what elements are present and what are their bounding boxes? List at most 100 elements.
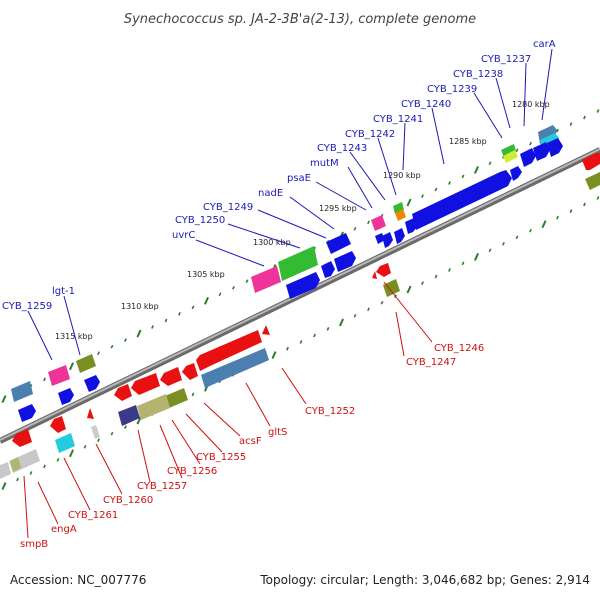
gene-CYB_1261 [50,416,66,433]
gene-label[interactable]: mutM [310,158,339,169]
gene-label[interactable]: CYB_1260 [103,495,153,506]
gene-label[interactable]: carA [533,39,556,50]
tick-dot [380,300,384,305]
gene-mutM [394,228,405,244]
kbp-tick: 1280 kbp [512,100,550,109]
gene-CYB_1256-olive [165,388,188,408]
forward-genes [11,125,563,422]
tick-dot [191,305,195,310]
tick-dot [556,215,559,220]
gene-CYB_1257-red [131,373,160,395]
gene-label[interactable]: CYB_1237 [481,54,531,65]
tick-dot [529,228,532,233]
tick-dot [569,209,573,213]
gene-label[interactable]: smpB [20,539,48,550]
gene-mutM-b [382,232,393,248]
tick-dot [97,438,100,443]
gene-label[interactable]: CYB_1247 [406,357,456,368]
gene-lgt-1 [84,375,100,392]
gene-label[interactable]: CYB_1240 [401,99,451,110]
gene-CYB_1259 [58,388,74,405]
gene-CYB_1260-tip [87,408,94,419]
tick-dot [110,344,114,349]
gene-CYB_1239-green [501,144,516,157]
tick-dot [488,248,492,253]
gene-CYB_1237b [547,138,563,157]
gene-CYB_1247 [383,279,400,297]
gene-label[interactable]: nadE [258,188,283,199]
gene-label[interactable]: CYB_1241 [373,114,423,125]
tick-dot [541,220,547,229]
tick-dot [1,395,7,404]
gene-CYB_1252-tip [262,325,270,335]
reverse-genes [0,153,600,479]
gene-CYB_1249 [321,261,335,278]
gene-label[interactable]: CYB_1255 [196,452,246,463]
gene-label[interactable]: CYB_1259 [2,301,52,312]
gene-acsF [201,348,269,388]
tick-dot [124,338,127,342]
bottom-labels: CYB_1246 CYB_1247 CYB_1252 gltS acsF CYB… [20,343,484,550]
tick-dot [556,128,559,133]
tick-dot [136,329,142,338]
gene-label[interactable]: CYB_1238 [453,69,503,80]
gene-label[interactable]: CYB_1246 [434,343,484,354]
gene-label[interactable]: CYB_1242 [345,129,395,140]
gene-CYB_1238 [520,148,536,167]
tick-dot [110,431,114,436]
tick-dot [124,425,127,429]
tick-dot [271,351,277,360]
gene-label[interactable]: CYB_1256 [167,466,217,477]
tick-dot [164,318,168,323]
tick-dot [136,416,142,425]
gene-CYB_1246 [376,263,391,277]
gene-label[interactable]: CYB_1239 [427,84,477,95]
gene-label[interactable]: gltS [268,427,287,438]
gene-label[interactable]: CYB_1257 [137,481,187,492]
kbp-tick: 1315 kbp [55,332,93,341]
gene-label[interactable]: CYB_1252 [305,406,355,417]
tick-dot [286,346,289,351]
gene-label[interactable]: engA [51,524,77,535]
gene-CYB_1257-khaki [137,394,170,420]
tick-dot [515,148,519,153]
tick-dot [421,194,424,198]
tick-dot [448,268,451,272]
tick-dot [68,449,75,458]
gene-CYB_1242 [405,218,418,234]
gene-label[interactable]: lgt-1 [52,286,75,297]
gene-label[interactable]: CYB_1250 [175,215,225,226]
gene-label[interactable]: uvrC [172,230,195,241]
gene-label[interactable]: acsF [239,436,262,447]
kbp-tick: 1290 kbp [383,171,421,180]
tick-dot [461,261,465,266]
gene-label[interactable]: psaE [287,173,311,184]
gene-label[interactable]: CYB_1243 [317,143,367,154]
tick-dot [1,482,7,491]
gene-engA [12,429,32,447]
tick-dot [448,181,451,185]
tick-dot [151,325,154,329]
gene-label[interactable]: CYB_1249 [203,202,253,213]
gene-label[interactable]: CYB_1261 [68,510,118,521]
tick-dot [299,340,303,344]
gene-uvrC-pink [251,266,281,293]
tick-dot [596,109,600,113]
backbone [0,147,600,444]
gene-engA-khaki [10,457,21,472]
tick-dot [434,274,438,279]
gene-psaE [371,215,386,231]
gene-uvrC [286,272,320,299]
tick-dot [421,281,424,285]
tick-dot [232,285,235,290]
tick-dot [43,377,46,382]
tick-dot [353,313,357,318]
tick-dot [353,226,357,231]
gene-right-red [582,153,600,170]
gene-CYB_1237 [533,142,550,161]
tick-dot [16,477,19,482]
tick-dot [406,198,412,207]
tick-dot [218,292,222,297]
map-title: Synechococcus sp. JA-2-3B'a(2-13), compl… [124,12,476,27]
